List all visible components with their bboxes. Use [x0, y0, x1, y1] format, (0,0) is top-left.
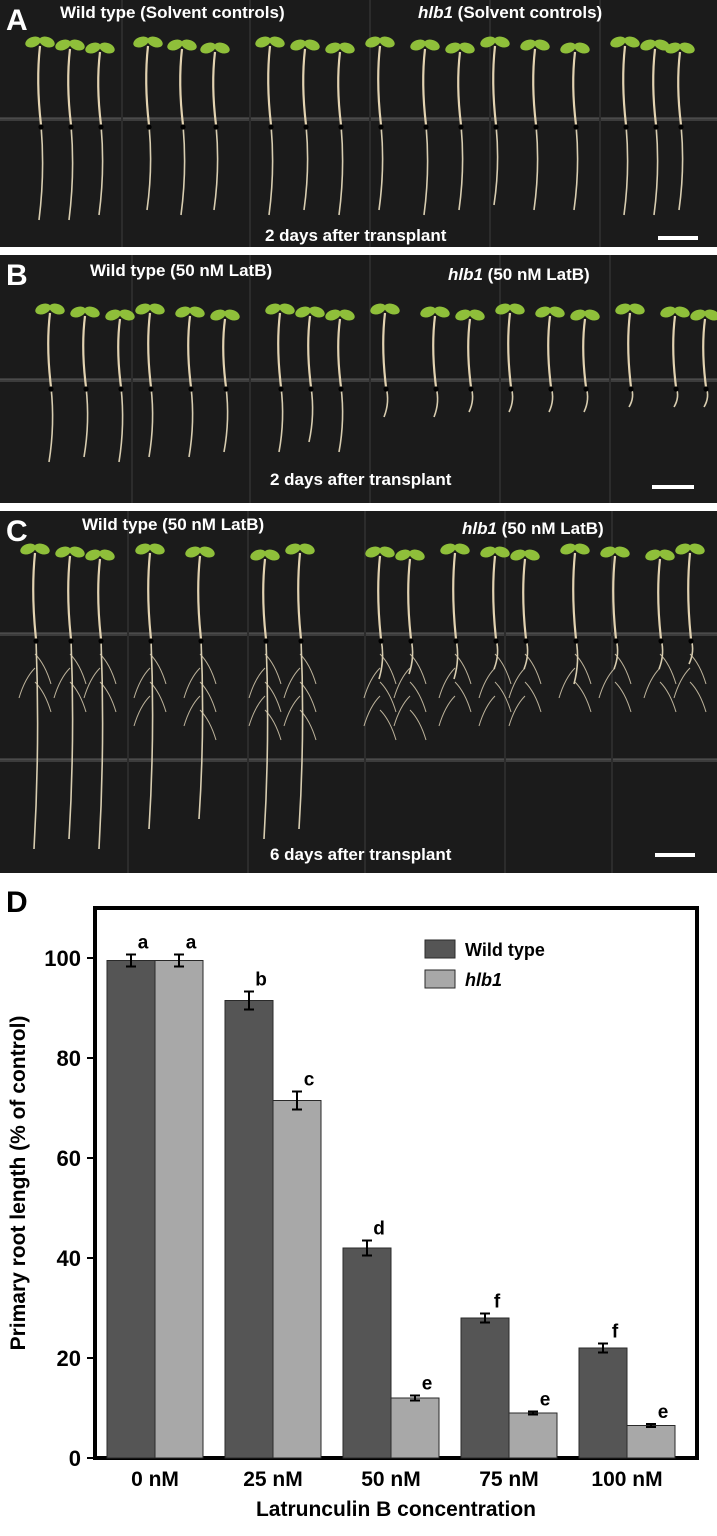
x-tick-label: 50 nM [361, 1468, 421, 1491]
panel-c-left-title: Wild type (50 nM LatB) [82, 515, 265, 534]
bar-chart: 0 20 40 60 80 100 Primary root length (% of co… [7, 906, 699, 1521]
bar-hlb1 [508, 1412, 558, 1459]
genotype-label: hlb1 [462, 519, 497, 538]
treatment-label: (Solvent controls) [452, 3, 603, 22]
x-tick-label: 0 nM [131, 1468, 179, 1491]
panel-c-caption: 6 days after transplant [270, 845, 452, 864]
significance-letter: f [612, 1322, 619, 1343]
legend-swatch-hlb1 [424, 969, 456, 989]
panel-c-right-title: hlb1 (50 nM LatB) [462, 519, 604, 539]
significance-letter: a [186, 933, 197, 954]
genotype-label: hlb1 [418, 3, 453, 22]
legend-swatch-wild-type [424, 939, 456, 959]
x-tick-label: 75 nM [479, 1468, 539, 1491]
legend-label-hlb1: hlb1 [465, 970, 502, 990]
y-tick-label: 40 [57, 1246, 81, 1271]
y-tick-label: 100 [44, 946, 81, 971]
significance-letter: b [255, 970, 267, 991]
bar-wild-type [342, 1247, 392, 1459]
panel-a-caption: 2 days after transplant [265, 226, 447, 245]
y-tick-label: 80 [57, 1046, 81, 1071]
bar-wild-type [224, 1000, 274, 1459]
bar-wild-type [106, 960, 156, 1459]
bar-hlb1 [626, 1425, 676, 1459]
panel-a-right-title: hlb1 (Solvent controls) [418, 3, 602, 23]
panel-letter-a: A [6, 4, 28, 37]
bar-hlb1 [390, 1397, 440, 1459]
seedling-photo-c [0, 511, 717, 873]
genotype-label: hlb1 [448, 265, 483, 284]
panel-b-right-title: hlb1 (50 nM LatB) [448, 265, 590, 285]
bar-wild-type [460, 1317, 510, 1459]
photo-panel-b: B Wild type (50 nM LatB) hlb1 (50 nM Lat… [0, 255, 717, 503]
panel-letter-d: D [6, 886, 28, 919]
x-tick-label: 25 nM [243, 1468, 303, 1491]
treatment-label: (50 nM LatB) [482, 265, 590, 284]
panel-letter-c: C [6, 515, 28, 548]
significance-letter: f [494, 1292, 501, 1313]
significance-letter: d [373, 1219, 385, 1240]
panel-b-left-title: Wild type (50 nM LatB) [90, 261, 273, 280]
significance-letter: e [658, 1402, 669, 1423]
photo-panel-c: C Wild type (50 nM LatB) hlb1 (50 nM Lat… [0, 511, 717, 873]
y-tick-label: 20 [57, 1346, 81, 1371]
legend-label-wild-type: Wild type [465, 940, 545, 960]
seedling-photo-a [0, 0, 717, 247]
panel-a-left-title: Wild type (Solvent controls) [60, 3, 285, 22]
y-tick-label: 0 [69, 1446, 81, 1471]
significance-letter: c [304, 1070, 315, 1091]
panel-letter-b: B [6, 259, 28, 292]
significance-letter: e [540, 1390, 551, 1411]
y-axis-label: Primary root length (% of control) [7, 1016, 30, 1351]
bar-hlb1 [272, 1100, 322, 1459]
x-tick-label: 100 nM [591, 1468, 662, 1491]
photo-panel-a: A Wild type (Solvent controls) hlb1 (Sol… [0, 0, 717, 247]
y-tick-label: 60 [57, 1146, 81, 1171]
significance-letter: a [138, 933, 149, 954]
scale-bar [655, 853, 695, 857]
x-axis-label: Latrunculin B concentration [256, 1498, 536, 1521]
treatment-label: (50 nM LatB) [496, 519, 604, 538]
scale-bar [658, 236, 698, 240]
significance-letter: e [422, 1374, 433, 1395]
panel-b-caption: 2 days after transplant [270, 470, 452, 489]
bar-hlb1 [154, 960, 204, 1459]
scale-bar [652, 485, 694, 489]
chart-panel-d: D 0 20 40 60 80 100 Primary root length (% of … [0, 880, 717, 1536]
bar-wild-type [578, 1347, 628, 1459]
seedling-photo-b [0, 255, 717, 503]
